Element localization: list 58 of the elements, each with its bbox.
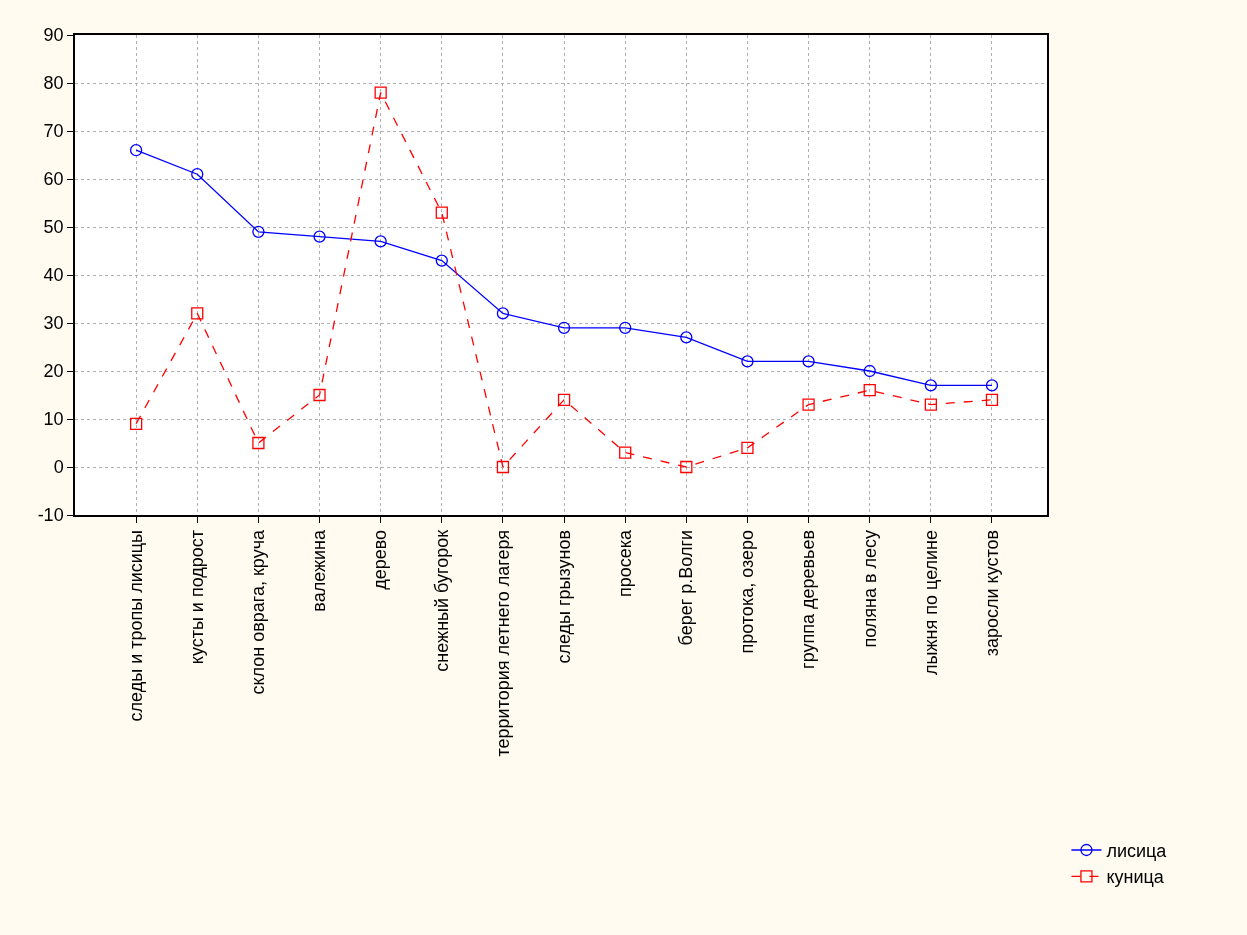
point bbox=[557, 321, 571, 334]
y-tick-label: 50 bbox=[43, 217, 64, 238]
x-tick-label: лыжня по целине bbox=[920, 529, 941, 675]
x-tick-label: склон оврага, круча bbox=[248, 528, 269, 695]
x-tick-label: снежный бугорок bbox=[431, 529, 452, 672]
x-tick-label: валежина bbox=[309, 528, 330, 612]
point bbox=[496, 307, 510, 320]
y-tick-label: 80 bbox=[43, 73, 64, 94]
point bbox=[680, 331, 693, 344]
point bbox=[619, 446, 632, 459]
x-tick-label: следы грызунов bbox=[553, 529, 574, 664]
point bbox=[129, 144, 143, 157]
legend-label: лисица bbox=[1106, 841, 1168, 862]
x-tick-label: дерево bbox=[370, 529, 391, 590]
point bbox=[374, 235, 387, 248]
x-tick-label: группа деревьев bbox=[798, 529, 819, 669]
point bbox=[741, 441, 754, 454]
point bbox=[435, 254, 448, 267]
y-tick-label: 30 bbox=[43, 313, 64, 334]
y-tick-label: 10 bbox=[43, 409, 64, 430]
x-tick-label: следы и тропы лисицы bbox=[125, 529, 146, 722]
x-tick-label: просека bbox=[615, 528, 636, 598]
point bbox=[252, 225, 265, 238]
point bbox=[557, 393, 571, 406]
point bbox=[924, 398, 937, 411]
point bbox=[680, 460, 693, 474]
legend-label: куница bbox=[1106, 867, 1165, 888]
point bbox=[313, 388, 326, 402]
y-tick-label: 40 bbox=[43, 265, 64, 286]
y-tick-label: 20 bbox=[43, 361, 64, 382]
x-tick-label: заросли кустов bbox=[981, 529, 1002, 657]
x-tick-label: территория летнего лагеря bbox=[492, 529, 513, 757]
y-tick-label: 0 bbox=[53, 457, 64, 478]
point bbox=[435, 206, 448, 219]
point bbox=[191, 307, 204, 320]
point bbox=[863, 364, 876, 378]
y-tick-label: 60 bbox=[43, 169, 64, 190]
x-tick-label: кусты и подрост bbox=[187, 529, 208, 665]
point bbox=[863, 384, 876, 397]
point bbox=[802, 398, 815, 411]
x-tick-label: протока, озеро bbox=[737, 529, 758, 654]
point bbox=[924, 379, 937, 392]
x-tick-label: поляна в лесу bbox=[859, 529, 880, 648]
y-tick-label: 70 bbox=[43, 121, 64, 142]
point bbox=[129, 417, 143, 430]
point bbox=[985, 379, 999, 392]
y-tick-label: 90 bbox=[43, 25, 64, 46]
point bbox=[496, 460, 510, 474]
point bbox=[374, 86, 387, 99]
point bbox=[619, 321, 632, 334]
point bbox=[313, 230, 326, 243]
point bbox=[985, 393, 999, 406]
point bbox=[741, 355, 754, 368]
point bbox=[191, 168, 204, 181]
point bbox=[252, 436, 265, 450]
x-tick-label: берег р.Волги bbox=[676, 529, 697, 646]
point bbox=[802, 355, 815, 368]
y-tick-label: -10 bbox=[37, 505, 64, 526]
